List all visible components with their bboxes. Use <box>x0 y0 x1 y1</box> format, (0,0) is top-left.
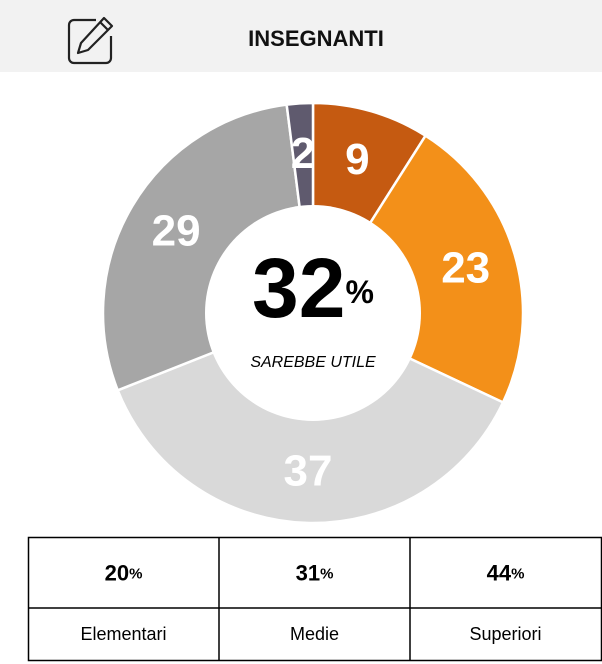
table-value: 31% <box>296 560 334 585</box>
value-unit: % <box>320 565 333 582</box>
table-label: Elementari <box>80 624 166 644</box>
center-value: 32% <box>252 241 374 335</box>
table-value: 20% <box>105 560 143 585</box>
segment-label: 9 <box>345 135 369 184</box>
center-unit: % <box>345 274 373 310</box>
segment-label: 37 <box>284 447 333 496</box>
table-label: Superiori <box>469 624 541 644</box>
edit-icon <box>67 16 114 65</box>
donut-hole <box>205 205 421 421</box>
segment-label: 23 <box>441 243 490 292</box>
value-unit: % <box>129 565 142 582</box>
table: 20% Elementari 31% Medie 44% Superiori <box>27 536 602 662</box>
center-number: 32 <box>252 241 345 335</box>
table-value: 44% <box>487 560 525 585</box>
value-number: 20 <box>105 560 129 585</box>
segment-label: 29 <box>152 207 201 256</box>
segment-label: 2 <box>291 129 315 178</box>
header-band <box>0 0 602 72</box>
table-label: Medie <box>290 624 339 644</box>
value-unit: % <box>511 565 524 582</box>
chart-title: INSEGNANTI <box>248 26 384 51</box>
value-number: 44 <box>487 560 512 585</box>
value-number: 31 <box>296 560 320 585</box>
center-label: SAREBBE UTILE <box>250 354 376 371</box>
